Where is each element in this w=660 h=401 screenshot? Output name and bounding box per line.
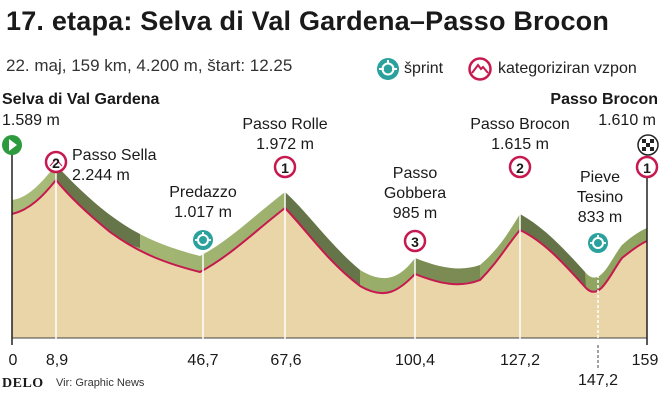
finish-name: Passo Brocon — [550, 91, 658, 108]
sprint-icon-predazzo — [193, 230, 213, 250]
start-elevation: 1.589 m — [2, 112, 60, 129]
climb-category-rolle: 1 — [281, 160, 289, 176]
label-predazzo: Predazzo 1.017 m — [158, 183, 248, 223]
climb-category-gobbera: 3 — [411, 234, 419, 250]
legend-climb: kategoriziran vzpon — [468, 57, 637, 81]
label-tesino-name1: Pieve — [579, 169, 621, 186]
source-credit: Vir: Graphic News — [56, 377, 145, 389]
label-sella-elevation: 2.244 m — [72, 167, 130, 184]
profile-line — [11, 178, 648, 295]
label-tesino-name2: Tesino — [576, 189, 624, 206]
label-tesino-elevation: 833 m — [577, 209, 623, 226]
climb-category-sella: 2 — [52, 155, 60, 171]
label-sella: Passo Sella 2.244 m — [72, 146, 157, 186]
label-brocon-name: Passo Brocon — [470, 116, 570, 133]
finish-elevation: 1.610 m — [598, 112, 656, 129]
km-label-gobbera: 100,4 — [394, 352, 436, 369]
label-predazzo-elevation: 1.017 m — [174, 204, 232, 221]
label-gobbera-name2: Gobbera — [383, 185, 447, 202]
km-label-tesino: 147,2 — [577, 372, 619, 389]
label-sella-name: Passo Sella — [72, 147, 157, 164]
label-predazzo-name: Predazzo — [169, 184, 237, 201]
stage-subtitle: 22. maj, 159 km, 4.200 m, štart: 12.25 — [6, 56, 293, 75]
climb-badge-finish: 1 — [635, 155, 659, 179]
label-gobbera-elevation: 985 m — [392, 205, 438, 222]
page-title: 17. etapa: Selva di Val Gardena–Passo Br… — [6, 6, 610, 36]
km-label-predazzo: 46,7 — [187, 352, 219, 369]
brand-logo: DELO — [2, 376, 44, 391]
label-gobbera: Passo Gobbera 985 m — [370, 164, 460, 224]
label-gobbera-name1: Passo — [392, 165, 438, 182]
label-rolle-name: Passo Rolle — [242, 116, 328, 133]
km-label-start: 0 — [8, 352, 18, 369]
start-icon — [2, 135, 22, 155]
climb-category-brocon: 2 — [516, 160, 524, 176]
climb-badge-gobbera: 3 — [403, 229, 427, 253]
sprint-icon — [377, 58, 399, 80]
terrain-shadow-1 — [56, 165, 140, 248]
km-label-rolle: 67,6 — [270, 352, 302, 369]
climb-badge-sella: 2 — [44, 150, 68, 174]
label-brocon: Passo Brocon 1.615 m — [460, 115, 580, 155]
terrain-ridge — [12, 165, 647, 294]
climb-badge-brocon: 2 — [508, 155, 532, 179]
sprint-icon-tesino — [588, 233, 608, 253]
start-name: Selva di Val Gardena — [2, 91, 160, 108]
label-rolle-elevation: 1.972 m — [256, 136, 314, 153]
label-tesino: Pieve Tesino 833 m — [560, 168, 640, 228]
climb-badge-rolle: 1 — [273, 155, 297, 179]
terrain-shadow-2 — [285, 192, 360, 286]
label-rolle: Passo Rolle 1.972 m — [230, 115, 340, 155]
legend-sprint-label: šprint — [404, 60, 444, 77]
km-label-sella: 8,9 — [45, 352, 69, 369]
km-label-finish: 159 — [631, 352, 659, 369]
label-brocon-elevation: 1.615 m — [491, 136, 549, 153]
mountain-icon — [468, 57, 492, 81]
legend-climb-label: kategoriziran vzpon — [498, 60, 637, 77]
terrain-shadow-3 — [415, 258, 480, 285]
legend-sprint: šprint — [376, 57, 443, 81]
km-label-brocon: 127,2 — [499, 352, 541, 369]
climb-category-finish: 1 — [643, 160, 651, 176]
finish-checkered-icon — [637, 134, 659, 156]
